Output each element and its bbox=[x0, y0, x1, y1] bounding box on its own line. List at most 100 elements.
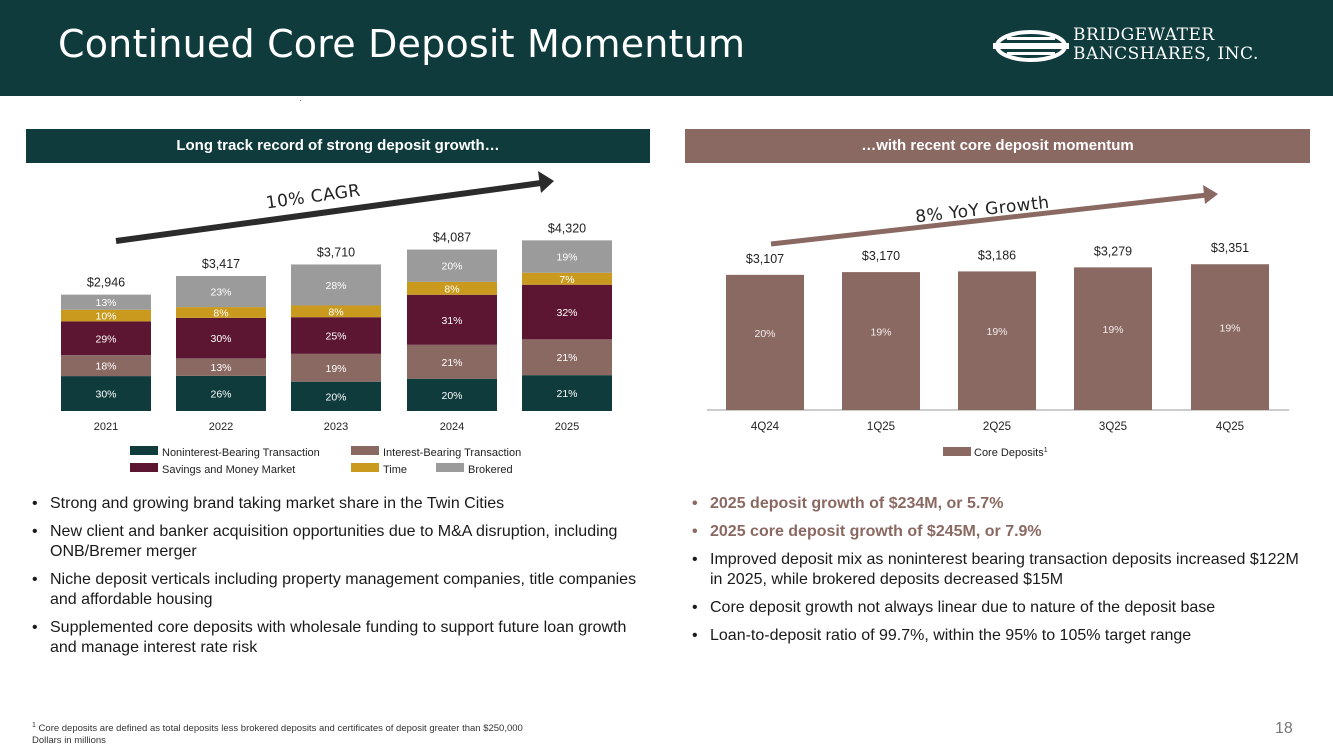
x-tick-label: 2025 bbox=[555, 421, 579, 433]
bar-segment bbox=[61, 321, 151, 356]
cagr-arrow-shaft bbox=[115, 180, 542, 244]
inner-label: 20% bbox=[754, 328, 775, 340]
legend-swatch bbox=[130, 446, 158, 455]
bar-segment bbox=[176, 375, 266, 411]
right-bullet: Loan-to-deposit ratio of 99.7%, within t… bbox=[690, 626, 1315, 646]
bar-segment bbox=[522, 284, 612, 340]
segment-label: 28% bbox=[325, 280, 346, 292]
footnote-units: Dollars in millions bbox=[32, 735, 106, 747]
left-bullet: Supplemented core deposits with wholesal… bbox=[30, 618, 650, 658]
bar bbox=[1191, 264, 1269, 410]
x-tick-label: 2Q25 bbox=[983, 421, 1011, 433]
bar-segment bbox=[176, 358, 266, 376]
legend-label: Noninterest-Bearing Transaction bbox=[162, 447, 320, 459]
separator-dot bbox=[300, 100, 301, 101]
left-bullet: New client and banker acquisition opport… bbox=[30, 522, 650, 562]
growth-arrow-head bbox=[1203, 185, 1218, 204]
logo-text: BRIDGEWATER BANCSHARES, INC. bbox=[1073, 26, 1259, 64]
bar-segment bbox=[291, 305, 381, 318]
page-title: Continued Core Deposit Momentum bbox=[58, 22, 746, 66]
segment-label: 29% bbox=[95, 333, 116, 345]
bar-segment bbox=[61, 376, 151, 411]
bar-segment bbox=[176, 317, 266, 359]
footnote-definition: Core deposits are defined as total depos… bbox=[38, 723, 523, 735]
legend-label: Core Deposits1 bbox=[974, 447, 1048, 459]
segment-label: 20% bbox=[441, 261, 462, 273]
segment-label: 20% bbox=[325, 391, 346, 403]
highlight-bullet: 2025 core deposit growth of $245M, or 7.… bbox=[690, 522, 1315, 542]
legend-label: Time bbox=[383, 464, 407, 476]
logo-line-1: BRIDGEWATER bbox=[1073, 25, 1215, 45]
bar-segment bbox=[522, 272, 612, 285]
legend-label: Savings and Money Market bbox=[162, 464, 295, 476]
left-bullet: Niche deposit verticals including proper… bbox=[30, 570, 650, 610]
legend-label: Interest-Bearing Transaction bbox=[383, 447, 521, 459]
legend-label: Brokered bbox=[468, 464, 513, 476]
footnote-marker: 1 bbox=[32, 722, 36, 729]
total-label: $4,320 bbox=[548, 221, 586, 235]
bar-segment bbox=[61, 355, 151, 377]
bar-segment bbox=[291, 264, 381, 306]
left-panel-title: Long track record of strong deposit grow… bbox=[26, 129, 650, 163]
value-label: $3,279 bbox=[1094, 244, 1132, 258]
bar-segment bbox=[522, 375, 612, 411]
legend-swatch bbox=[351, 463, 379, 472]
right-bullet: Improved deposit mix as noninterest bear… bbox=[690, 550, 1315, 590]
inner-label: 19% bbox=[1102, 324, 1123, 336]
x-tick-label: 2024 bbox=[440, 421, 464, 433]
bar-segment bbox=[291, 353, 381, 382]
segment-label: 18% bbox=[95, 361, 116, 373]
segment-label: 30% bbox=[210, 333, 231, 345]
bar-segment bbox=[61, 294, 151, 310]
segment-label: 21% bbox=[556, 388, 577, 400]
segment-label: 31% bbox=[441, 315, 462, 327]
total-label: $3,710 bbox=[317, 245, 355, 259]
segment-label: 10% bbox=[95, 311, 116, 323]
segment-label: 30% bbox=[95, 389, 116, 401]
x-tick-label: 2022 bbox=[209, 421, 233, 433]
segment-label: 26% bbox=[210, 388, 231, 400]
bar-segment bbox=[61, 309, 151, 322]
x-tick-label: 1Q25 bbox=[867, 421, 895, 433]
segment-label: 13% bbox=[210, 362, 231, 374]
total-label: $3,417 bbox=[202, 257, 240, 271]
inner-label: 19% bbox=[986, 326, 1007, 338]
segment-label: 19% bbox=[325, 363, 346, 375]
bar-segment bbox=[407, 281, 497, 295]
logo-line-2: BANCSHARES, INC. bbox=[1073, 44, 1259, 64]
bar-segment bbox=[407, 294, 497, 345]
segment-label: 13% bbox=[95, 297, 116, 309]
bar bbox=[726, 274, 804, 410]
bar-segment bbox=[176, 307, 266, 318]
bar-segment bbox=[176, 276, 266, 308]
bar-segment bbox=[522, 339, 612, 376]
x-tick-label: 2023 bbox=[324, 421, 348, 433]
inner-label: 19% bbox=[870, 327, 891, 339]
legend-swatch bbox=[130, 463, 158, 472]
inner-label: 19% bbox=[1219, 322, 1240, 334]
bar-segment bbox=[407, 249, 497, 282]
bar-segment bbox=[291, 381, 381, 411]
legend-footnote-marker: 1 bbox=[1044, 447, 1048, 454]
core-deposits-bar-chart: 8% YoY Growth$3,10720%4Q24$3,17019%1Q25$… bbox=[707, 185, 1289, 459]
value-label: $3,351 bbox=[1211, 241, 1249, 255]
company-logo: BRIDGEWATER BANCSHARES, INC. bbox=[993, 24, 1283, 70]
x-tick-label: 2021 bbox=[94, 421, 118, 433]
page-number: 18 bbox=[1275, 720, 1293, 737]
cagr-arrow-head bbox=[538, 171, 554, 193]
segment-label: 21% bbox=[556, 352, 577, 364]
segment-label: 25% bbox=[325, 331, 346, 343]
segment-label: 8% bbox=[444, 283, 459, 295]
legend-swatch bbox=[351, 446, 379, 455]
segment-label: 8% bbox=[328, 306, 343, 318]
right-bullet: Core deposit growth not always linear du… bbox=[690, 598, 1315, 618]
bar bbox=[842, 272, 920, 410]
x-tick-label: 3Q25 bbox=[1099, 421, 1127, 433]
segment-label: 8% bbox=[213, 307, 228, 319]
right-bullet-list: 2025 deposit growth of $234M, or 5.7% 20… bbox=[690, 494, 1315, 654]
segment-label: 7% bbox=[559, 274, 574, 286]
x-tick-label: 4Q24 bbox=[751, 421, 780, 433]
bar bbox=[1074, 267, 1152, 410]
total-label: $4,087 bbox=[433, 231, 471, 245]
bridge-logo-icon bbox=[993, 30, 1069, 62]
